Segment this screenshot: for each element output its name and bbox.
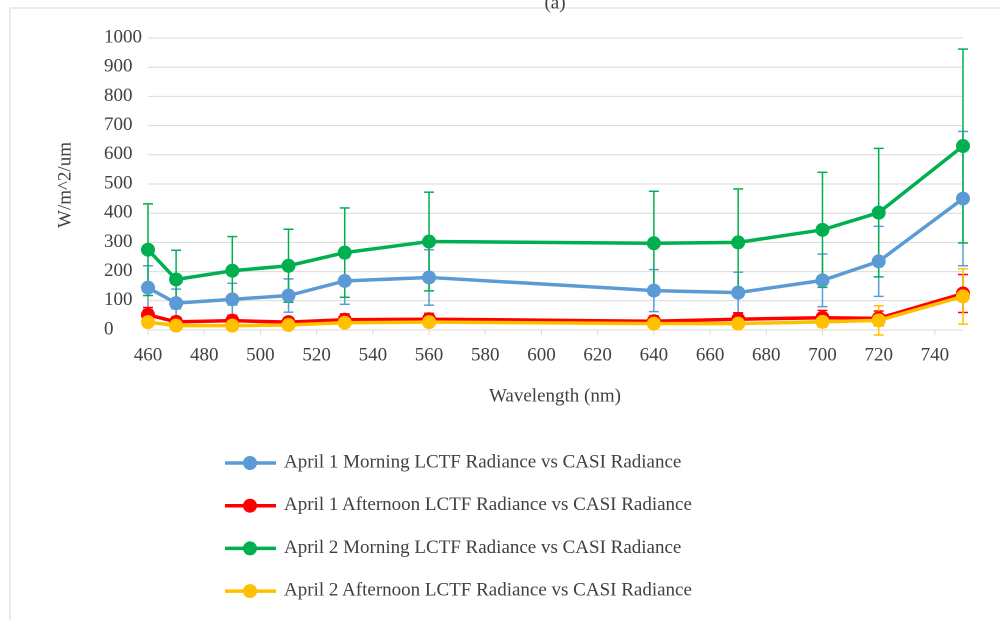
legend-marker xyxy=(243,456,257,470)
y-tick-label: 700 xyxy=(104,114,133,135)
y-tick-label: 500 xyxy=(104,172,133,193)
data-point xyxy=(731,316,746,331)
data-point xyxy=(731,235,746,250)
y-axis-label: W/m^2/um xyxy=(54,142,75,228)
x-tick-label: 540 xyxy=(359,344,388,365)
data-point xyxy=(337,273,352,288)
legend-marker xyxy=(243,498,257,513)
y-tick-label: 300 xyxy=(104,231,133,252)
data-point xyxy=(225,318,240,333)
y-tick-label: 400 xyxy=(104,202,133,223)
data-point xyxy=(646,316,661,331)
y-tick-label: 200 xyxy=(104,260,133,281)
data-point xyxy=(225,263,240,278)
data-point xyxy=(422,315,437,330)
legend-marker xyxy=(243,584,257,599)
data-point xyxy=(141,242,155,257)
y-tick-label: 0 xyxy=(104,318,114,339)
x-tick-label: 500 xyxy=(246,344,275,365)
data-point xyxy=(141,280,155,295)
data-point xyxy=(731,285,746,300)
legend-label: April 1 Morning LCTF Radiance vs CASI Ra… xyxy=(284,451,681,472)
data-point xyxy=(337,315,352,330)
x-tick-label: 700 xyxy=(808,344,837,365)
y-tick-label: 800 xyxy=(104,85,133,106)
legend-marker xyxy=(243,541,257,556)
x-tick-label: 560 xyxy=(415,344,444,365)
data-point xyxy=(815,273,830,288)
data-point xyxy=(281,288,296,303)
data-point xyxy=(871,313,886,328)
legend-label: April 1 Afternoon LCTF Radiance vs CASI … xyxy=(284,494,692,515)
x-tick-label: 620 xyxy=(583,344,612,365)
y-tick-label: 600 xyxy=(104,143,133,164)
x-tick-label: 480 xyxy=(190,344,219,365)
data-point xyxy=(646,236,661,251)
data-point xyxy=(169,296,184,311)
chart-frame xyxy=(9,7,1000,625)
data-point xyxy=(956,191,970,206)
x-tick-label: 520 xyxy=(302,344,331,365)
x-tick-label: 720 xyxy=(864,344,893,365)
data-point xyxy=(422,234,437,249)
x-tick-label: 460 xyxy=(134,344,163,365)
legend-label: April 2 Afternoon LCTF Radiance vs CASI … xyxy=(284,579,692,600)
y-tick-label: 1000 xyxy=(104,26,142,47)
y-tick-label: 900 xyxy=(104,56,133,77)
data-point xyxy=(871,254,886,269)
data-point xyxy=(422,270,437,285)
legend-label: April 2 Morning LCTF Radiance vs CASI Ra… xyxy=(284,537,681,558)
data-point xyxy=(169,318,184,333)
data-point xyxy=(646,283,661,298)
x-tick-label: 740 xyxy=(921,344,950,365)
x-axis-label: Wavelength (nm) xyxy=(489,385,621,406)
data-point xyxy=(815,314,830,329)
chart-title: (a) xyxy=(544,0,565,13)
x-tick-label: 660 xyxy=(696,344,725,365)
data-point xyxy=(225,292,240,307)
data-point xyxy=(337,245,352,260)
data-point xyxy=(871,205,886,220)
data-point xyxy=(281,318,296,333)
data-point xyxy=(956,289,970,304)
series-line xyxy=(147,197,965,305)
data-point xyxy=(815,222,830,237)
x-tick-label: 580 xyxy=(471,344,500,365)
data-point xyxy=(281,258,296,273)
x-tick-label: 640 xyxy=(640,344,669,365)
x-tick-label: 600 xyxy=(527,344,556,365)
y-tick-label: 100 xyxy=(104,289,133,310)
data-point xyxy=(956,139,970,154)
data-point xyxy=(141,315,155,330)
x-tick-label: 680 xyxy=(752,344,781,365)
data-point xyxy=(169,272,184,287)
